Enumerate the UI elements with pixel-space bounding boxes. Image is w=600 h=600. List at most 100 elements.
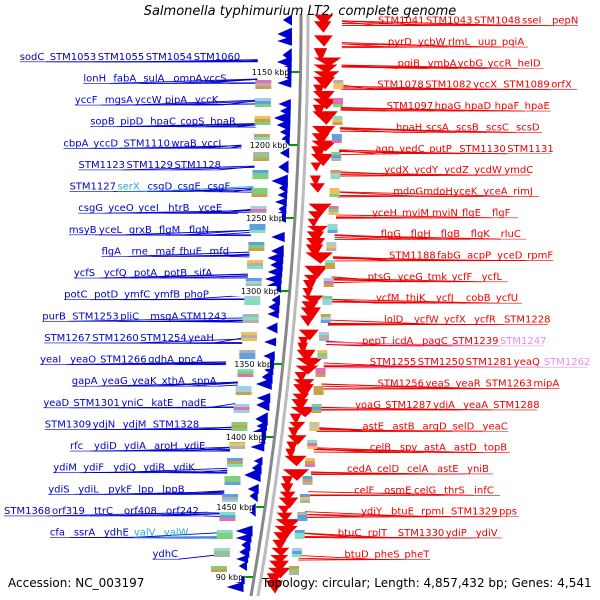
gene-label[interactable]: yedC xyxy=(399,144,424,155)
gene-label[interactable]: scsA xyxy=(426,122,449,133)
gene-label[interactable]: hpaR xyxy=(210,117,236,128)
gene-label[interactable]: sodC xyxy=(20,52,45,63)
gene-label[interactable]: STM1328 xyxy=(153,419,200,430)
gene-label[interactable]: yeaA xyxy=(463,400,488,411)
gene-label[interactable]: celB xyxy=(370,443,391,454)
gene-label[interactable]: mdoH xyxy=(423,186,453,197)
gene-label[interactable]: spy xyxy=(400,443,418,454)
gene-label[interactable]: ydhC xyxy=(152,549,178,560)
gene-label[interactable]: ycdY xyxy=(414,165,439,176)
gene-label[interactable]: yceK xyxy=(453,186,478,197)
gene-label[interactable]: STM1041 xyxy=(378,16,425,27)
gene-label[interactable]: lonH xyxy=(83,73,106,84)
gene-label[interactable]: valW xyxy=(164,528,189,539)
gene-label[interactable]: pheT xyxy=(404,549,430,560)
gene-label[interactable]: gapA xyxy=(72,376,98,387)
gene-label[interactable]: ycbW xyxy=(418,37,446,48)
gene-label[interactable]: ycdX xyxy=(384,165,409,176)
gene-label[interactable]: sseI xyxy=(522,16,542,27)
gene-label[interactable]: yccR xyxy=(488,58,512,69)
gene-label[interactable]: ycfJ xyxy=(436,293,454,304)
gene-label[interactable]: ssrA xyxy=(74,528,96,539)
gene-label[interactable]: astB xyxy=(393,421,415,432)
gene-label[interactable]: yccX xyxy=(473,80,497,91)
gene-label[interactable]: katE xyxy=(151,398,173,409)
gene-label[interactable]: rfc xyxy=(70,441,83,452)
gene-label[interactable]: ycfU xyxy=(496,293,518,304)
gene-label[interactable]: celA xyxy=(407,464,428,475)
gene-label[interactable]: yceE xyxy=(198,203,222,214)
gene-label[interactable]: thrS xyxy=(444,485,465,496)
gene-label[interactable]: hpaG xyxy=(435,101,462,112)
gene-label[interactable]: celG xyxy=(414,485,436,496)
gene-label[interactable]: flgA xyxy=(101,246,121,257)
gene-label[interactable]: STM1239 xyxy=(452,336,499,347)
gene-label[interactable]: fhuE xyxy=(179,246,202,257)
gene-label[interactable]: yeaI xyxy=(40,355,61,366)
gene-label[interactable]: htrB xyxy=(168,203,189,214)
gene-label[interactable]: STM1228 xyxy=(504,315,551,326)
gene-label[interactable]: potB xyxy=(164,268,187,279)
gene-label[interactable]: fabG xyxy=(437,250,461,261)
gene-label[interactable]: yniB xyxy=(467,464,489,475)
gene-label[interactable]: ymbA xyxy=(428,58,457,69)
gene-label[interactable]: flgK xyxy=(471,229,491,240)
gene-label[interactable]: STM1129 xyxy=(127,160,174,171)
gene-label[interactable]: STM1082 xyxy=(425,80,472,91)
gene-label[interactable]: cbpA xyxy=(63,138,88,149)
gene-label[interactable]: flgH xyxy=(411,229,431,240)
gene-label[interactable]: mviM xyxy=(402,208,429,219)
gene-label[interactable]: flgF xyxy=(492,208,511,219)
gene-label[interactable]: csgF xyxy=(207,182,230,193)
gene-label[interactable]: flgE xyxy=(462,208,481,219)
gene-label[interactable]: gdhA xyxy=(148,355,174,366)
gene-label[interactable]: sppA xyxy=(192,376,217,387)
gene-label[interactable]: ydiQ xyxy=(113,463,136,474)
gene-label[interactable]: ttrC xyxy=(94,506,113,517)
gene-label[interactable]: STM1267 xyxy=(44,333,91,344)
gene-label[interactable]: pipA xyxy=(165,95,187,106)
gene-label[interactable]: argD xyxy=(423,421,447,432)
gene-label[interactable]: xthA xyxy=(162,376,185,387)
gene-label[interactable]: STM1256 xyxy=(378,379,425,390)
gene-label[interactable]: ycdZ xyxy=(444,165,469,176)
gene-label[interactable]: astE xyxy=(437,464,459,475)
gene-label[interactable]: msyB xyxy=(69,225,97,236)
gene-label[interactable]: ycfX xyxy=(444,315,466,326)
gene-label[interactable]: maf xyxy=(155,246,175,257)
gene-label[interactable]: ydiR xyxy=(143,463,165,474)
gene-label[interactable]: yceI xyxy=(138,203,159,214)
gene-label[interactable]: STM1260 xyxy=(92,333,139,344)
gene-label[interactable]: pyrD xyxy=(388,37,412,48)
gene-label[interactable]: sulA xyxy=(143,73,164,84)
gene-label[interactable]: ydiS xyxy=(48,484,69,495)
gene-label[interactable]: flgN xyxy=(189,225,209,236)
gene-label[interactable]: STM1188 xyxy=(389,250,436,261)
gene-label[interactable]: pqiA xyxy=(502,37,524,48)
gene-label[interactable]: btuE xyxy=(391,507,414,518)
gene-label[interactable]: pipD xyxy=(120,117,143,128)
gene-label[interactable]: cobB xyxy=(466,293,491,304)
gene-label[interactable]: STM1301 xyxy=(73,398,120,409)
gene-label[interactable]: pliC xyxy=(120,311,139,322)
gene-label[interactable]: icdA xyxy=(392,336,414,347)
gene-label[interactable]: purB xyxy=(42,311,66,322)
gene-label[interactable]: ydjN xyxy=(93,419,116,430)
gene-label[interactable]: yeaR xyxy=(456,379,481,390)
gene-label[interactable]: yceA xyxy=(483,186,508,197)
gene-label[interactable]: STM1243 xyxy=(180,311,227,322)
gene-label[interactable]: STM1123 xyxy=(79,160,126,171)
gene-label[interactable]: ydiD xyxy=(94,441,117,452)
gene-label[interactable]: astD xyxy=(454,443,477,454)
gene-label[interactable]: STM1368 xyxy=(4,506,51,517)
gene-label[interactable]: ydiY xyxy=(361,507,383,518)
gene-label[interactable]: valV xyxy=(134,528,156,539)
gene-label[interactable]: hpaD xyxy=(465,101,492,112)
gene-label[interactable]: ydjM xyxy=(123,419,147,430)
gene-label[interactable]: helD xyxy=(518,58,541,69)
gene-label[interactable]: yeaQ xyxy=(514,357,540,368)
gene-label[interactable]: ydhE xyxy=(104,528,129,539)
gene-label[interactable]: sifA xyxy=(194,268,213,279)
gene-label[interactable]: STM1287 xyxy=(385,400,432,411)
gene-label[interactable]: serX xyxy=(117,182,139,193)
